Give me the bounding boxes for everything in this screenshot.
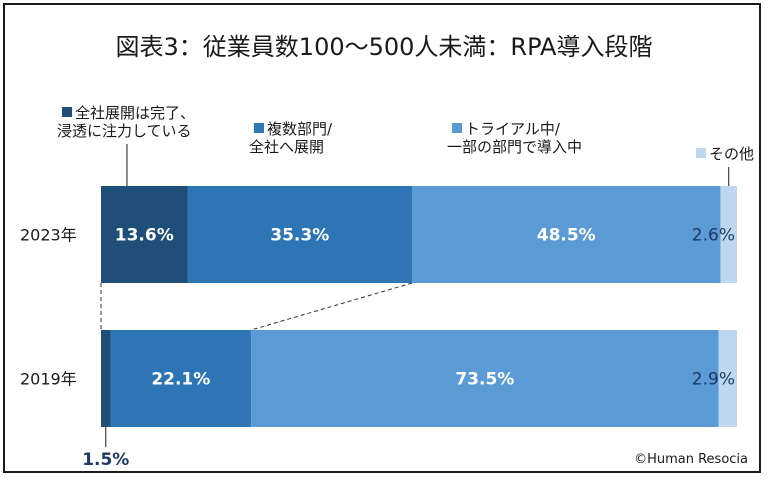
legend-swatch	[62, 107, 72, 117]
source-credit: ©Human Resocia	[634, 452, 748, 467]
legend-swatch	[452, 123, 462, 133]
legend-swatch	[254, 123, 264, 133]
legend: 全社展開は完了、浸透に注力している 複数部門/全社へ展開 トライアル中/一部の部門で…	[57, 104, 754, 163]
connector-line	[250, 282, 413, 331]
value-label: 2.9%	[692, 370, 735, 390]
bar-segment	[187, 186, 413, 283]
category-label: 2019年	[20, 370, 77, 389]
legend-swatch	[696, 148, 706, 158]
legend-label: トライアル中/一部の部門で導入中	[447, 120, 582, 156]
bar-segment	[251, 330, 719, 427]
legend-label: 複数部門/全社へ展開	[249, 120, 333, 156]
category-labels: 2023年 2019年	[20, 226, 77, 389]
legend-label: その他	[709, 145, 754, 163]
legend-label: 全社展開は完了、浸透に注力している	[57, 104, 195, 140]
value-label: 73.5%	[455, 370, 514, 390]
bar-segment	[720, 186, 737, 283]
bar-segment	[718, 330, 737, 427]
bar-segment	[101, 330, 111, 427]
category-label: 2023年	[20, 226, 77, 245]
leader-lines	[100, 144, 730, 447]
bar-segment	[110, 330, 252, 427]
value-labels: 13.6% 1.5% 35.3% 22.1% 48.5% 73.5% 2.6% 2.9%	[82, 226, 735, 471]
value-label: 1.5%	[82, 450, 129, 470]
bar-segment	[412, 186, 721, 283]
value-label: 35.3%	[270, 226, 329, 246]
value-label: 13.6%	[115, 226, 174, 246]
value-label: 22.1%	[151, 370, 210, 390]
bar-segment	[101, 186, 188, 283]
value-label: 48.5%	[537, 226, 596, 246]
bars	[101, 186, 737, 427]
chart-title: 図表3：従業員数100～500人未満：RPA導入段階	[116, 33, 653, 61]
value-label: 2.6%	[692, 226, 735, 246]
